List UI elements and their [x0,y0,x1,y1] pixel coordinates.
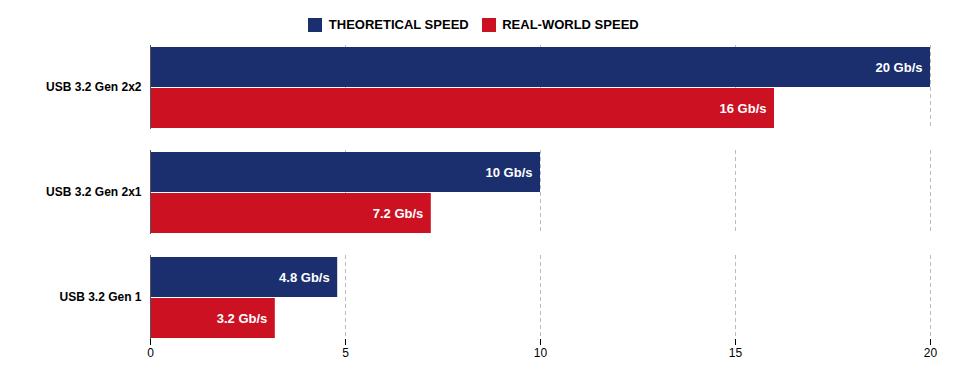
svg-text:USB 3.2 Gen 1: USB 3.2 Gen 1 [59,290,141,304]
svg-text:20 Gb/s: 20 Gb/s [876,60,923,75]
html-text:REAL-WORLD SPEED: REAL-WORLD SPEED [502,17,639,32]
svg-text:10: 10 [534,346,548,360]
svg-text:4.8 Gb/s: 4.8 Gb/s [279,270,330,285]
svg-text:USB 3.2 Gen 2x1: USB 3.2 Gen 2x1 [46,185,142,199]
svg-text:0: 0 [147,346,154,360]
svg-text:20: 20 [924,346,938,360]
svg-text:15: 15 [729,346,743,360]
svg-text:10 Gb/s: 10 Gb/s [486,165,533,180]
svg-text:USB 3.2 Gen 2x2: USB 3.2 Gen 2x2 [46,80,142,94]
svg-text:16 Gb/s: 16 Gb/s [720,101,767,116]
svg-text:3.2 Gb/s: 3.2 Gb/s [217,311,268,326]
html-text:THEORETICAL SPEED: THEORETICAL SPEED [328,17,469,32]
svg-text:7.2 Gb/s: 7.2 Gb/s [373,206,424,221]
svg-text:5: 5 [342,346,349,360]
